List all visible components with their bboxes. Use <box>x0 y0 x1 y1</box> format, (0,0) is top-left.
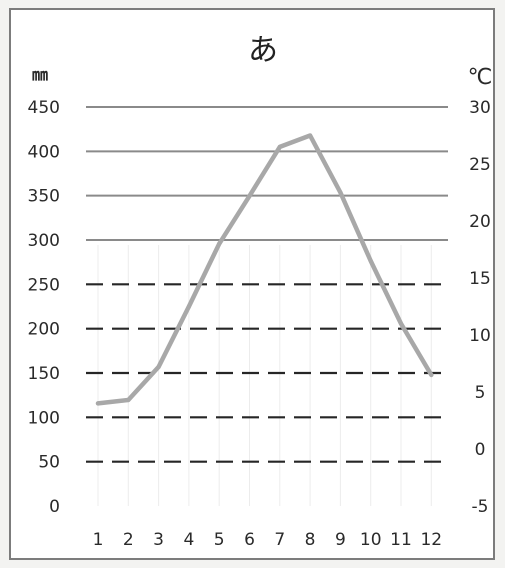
chart-title: あ <box>248 33 278 68</box>
left-tick-label: 0 <box>49 497 60 517</box>
x-tick-label: 4 <box>183 530 194 550</box>
right-axis-ticks: -5 0 5 10 15 20 25 30 <box>469 98 491 517</box>
temperature-point <box>156 364 161 369</box>
left-tick-label: 300 <box>28 231 60 251</box>
left-tick-label: 350 <box>28 187 60 207</box>
x-tick-label: 7 <box>274 530 285 550</box>
left-tick-label: 450 <box>28 98 60 118</box>
x-tick-label: 11 <box>390 530 412 550</box>
left-tick-label: 250 <box>28 275 60 295</box>
right-tick-label: 30 <box>469 98 491 118</box>
temperature-point <box>399 321 403 326</box>
temperature-point <box>126 397 131 402</box>
temperature-point <box>217 241 222 246</box>
x-tick-label: 10 <box>360 530 382 550</box>
x-tick-label: 8 <box>305 530 316 550</box>
temperature-point <box>429 372 434 377</box>
x-tick-label: 1 <box>93 530 104 550</box>
left-axis-unit: ㎜ <box>32 65 48 84</box>
x-tick-label: 12 <box>420 530 442 550</box>
right-tick-label: 5 <box>475 383 486 403</box>
temperature-point <box>277 144 282 149</box>
temperature-point <box>96 401 100 406</box>
temperature-point <box>247 193 252 198</box>
right-tick-label: 15 <box>469 269 491 289</box>
temperature-point <box>338 190 343 195</box>
series-layer <box>95 133 434 406</box>
temperature-line <box>95 133 434 406</box>
right-axis-unit: ℃ <box>468 65 493 90</box>
temperature-point <box>368 258 373 263</box>
left-axis-ticks: 0 50 100 150 200 250 300 350 400 450 <box>28 98 60 517</box>
left-tick-label: 400 <box>28 142 60 162</box>
x-tick-label: 3 <box>153 530 164 550</box>
horizontal-grid <box>86 106 448 463</box>
x-tick-label: 6 <box>244 530 255 550</box>
right-tick-label: -5 <box>472 497 489 517</box>
x-tick-label: 9 <box>335 530 346 550</box>
left-tick-label: 200 <box>28 320 60 340</box>
right-tick-label: 20 <box>469 212 491 232</box>
right-tick-label: 0 <box>475 440 486 460</box>
right-tick-label: 10 <box>469 326 491 346</box>
x-axis-ticks: 1 2 3 4 5 6 7 8 9 10 11 12 <box>93 530 443 550</box>
temperature-point <box>186 304 191 309</box>
temperature-point <box>308 133 313 138</box>
x-tick-label: 5 <box>214 530 225 550</box>
x-tick-label: 2 <box>123 530 134 550</box>
right-tick-label: 25 <box>469 155 491 175</box>
left-tick-label: 150 <box>28 364 60 384</box>
left-tick-label: 100 <box>28 408 60 428</box>
left-tick-label: 50 <box>38 453 60 473</box>
